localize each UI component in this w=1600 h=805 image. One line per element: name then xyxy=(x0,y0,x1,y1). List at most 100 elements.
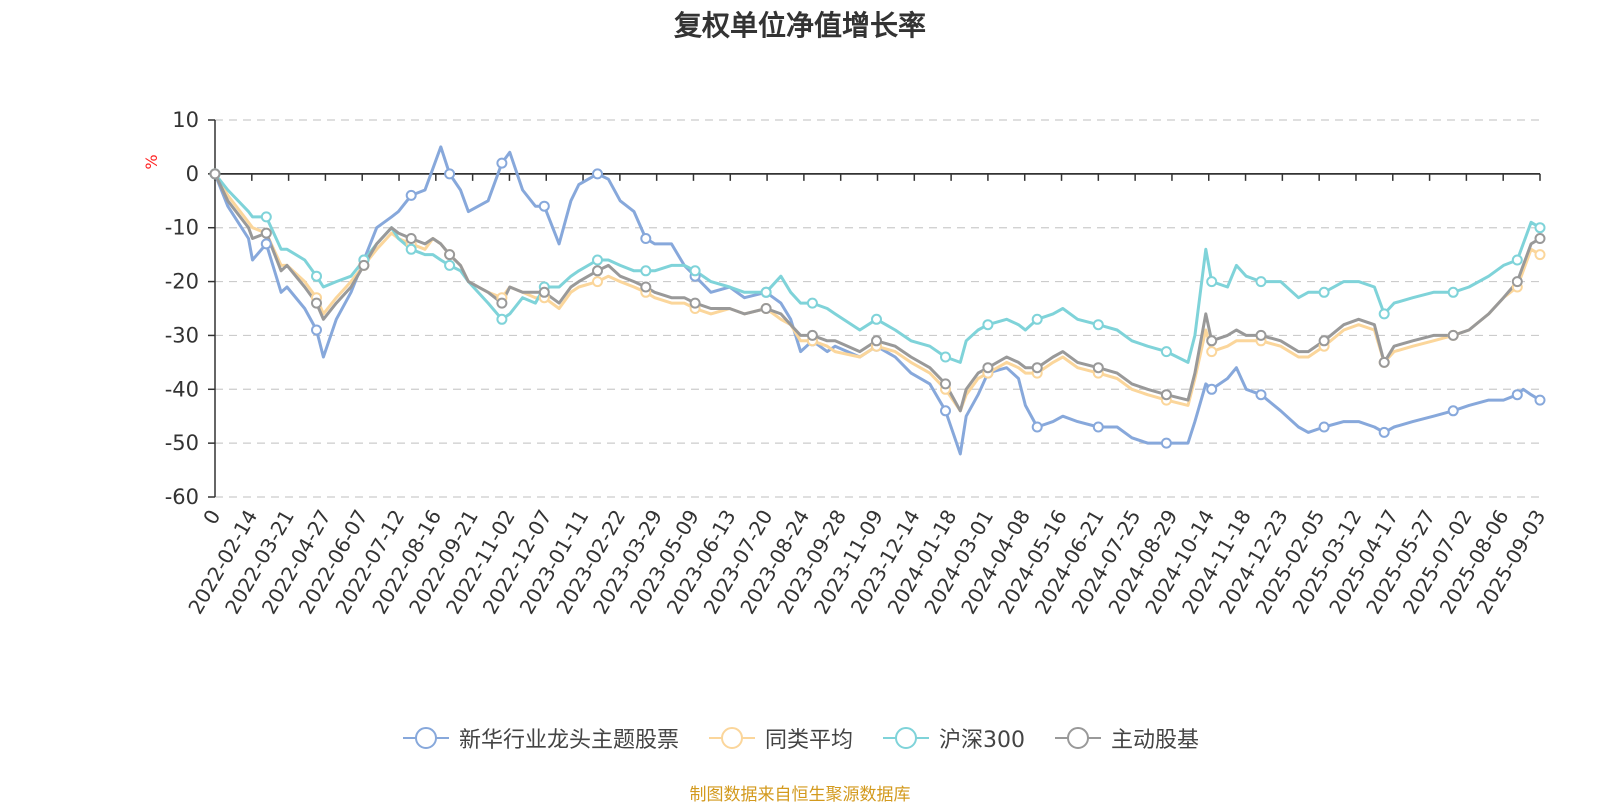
legend-item[interactable]: 沪深300 xyxy=(881,722,1025,754)
data-point xyxy=(1092,421,1104,433)
data-point xyxy=(1318,335,1330,347)
legend-label: 主动股基 xyxy=(1111,728,1200,753)
chart-legend: 新华行业龙头主题股票 同类平均 沪深300 主动股基 xyxy=(0,722,1600,754)
data-point xyxy=(1255,389,1267,401)
data-point xyxy=(444,168,456,180)
series-line xyxy=(213,173,1541,413)
y-axis-label: % xyxy=(142,154,161,169)
data-point xyxy=(1447,329,1459,341)
data-point xyxy=(1092,319,1104,331)
y-tick-label: 10 xyxy=(172,108,199,132)
data-point xyxy=(1447,286,1459,298)
data-point xyxy=(538,200,550,212)
data-point xyxy=(260,227,272,239)
legend-symbol-icon xyxy=(1055,727,1101,749)
data-point xyxy=(260,211,272,223)
legend-symbol-icon xyxy=(883,727,929,749)
data-point xyxy=(260,238,272,250)
data-point xyxy=(1511,389,1523,401)
data-point xyxy=(940,351,951,363)
data-point xyxy=(311,297,322,309)
y-tick-label: -30 xyxy=(165,323,199,347)
data-point xyxy=(640,265,652,277)
data-point xyxy=(405,233,417,244)
data-point xyxy=(640,233,652,244)
data-point xyxy=(1534,233,1546,244)
data-point xyxy=(311,324,322,336)
data-point xyxy=(592,254,603,266)
legend-label: 同类平均 xyxy=(764,728,853,753)
data-point xyxy=(1511,254,1523,266)
data-point xyxy=(1160,437,1172,449)
data-point xyxy=(496,157,508,169)
y-tick-label: -20 xyxy=(165,270,199,294)
legend-item[interactable]: 主动股基 xyxy=(1053,722,1199,754)
data-point xyxy=(358,259,370,271)
legend-item[interactable]: 同类平均 xyxy=(707,722,853,754)
data-point xyxy=(444,249,456,261)
data-point xyxy=(1447,405,1459,417)
data-point xyxy=(1031,362,1043,374)
data-source-note: 制图数据来自恒生聚源数据库 xyxy=(689,785,911,805)
data-point xyxy=(1318,286,1330,298)
data-point xyxy=(1534,222,1546,234)
y-tick-label: -50 xyxy=(165,431,199,455)
data-point xyxy=(806,329,818,341)
data-point xyxy=(640,281,652,293)
data-point xyxy=(940,378,951,390)
data-point xyxy=(538,286,550,298)
data-point xyxy=(1031,421,1043,433)
data-point xyxy=(1160,346,1172,358)
data-point xyxy=(1206,335,1218,347)
series-line xyxy=(213,173,1541,413)
data-point xyxy=(592,265,603,277)
legend-label: 新华行业龙头主题股票 xyxy=(458,728,679,753)
data-point xyxy=(871,335,882,347)
data-point xyxy=(1255,276,1267,288)
data-point xyxy=(496,313,508,325)
data-point xyxy=(689,297,701,309)
data-point xyxy=(444,259,456,271)
legend-symbol-icon xyxy=(708,727,755,749)
data-point xyxy=(592,168,603,180)
data-point xyxy=(1378,308,1390,320)
data-point xyxy=(982,362,994,374)
data-point xyxy=(1092,362,1104,374)
data-point xyxy=(806,297,818,309)
data-point xyxy=(760,286,772,298)
y-tick-label: 0 xyxy=(186,162,199,186)
x-tick-label: 0 xyxy=(198,506,225,529)
data-point xyxy=(940,405,951,417)
data-point xyxy=(1206,276,1218,288)
series-line xyxy=(213,172,1541,364)
data-point xyxy=(1160,389,1172,401)
legend-symbol-icon xyxy=(402,727,449,749)
data-point xyxy=(760,303,772,314)
data-point xyxy=(405,243,417,255)
line-chart: 100-10-20-30-40-50-60%02022-02-142022-03… xyxy=(142,108,1550,618)
legend-label: 沪深300 xyxy=(939,728,1025,753)
legend-item[interactable]: 新华行业龙头主题股票 xyxy=(401,722,679,754)
data-point xyxy=(1511,276,1523,288)
y-tick-label: -40 xyxy=(165,377,199,401)
data-point xyxy=(1206,383,1218,395)
data-point xyxy=(1206,346,1218,358)
data-point xyxy=(311,270,322,282)
chart-title: 复权单位净值增长率 xyxy=(673,9,926,42)
data-point xyxy=(871,313,882,325)
y-tick-label: -60 xyxy=(165,485,199,509)
y-tick-label: -10 xyxy=(165,216,199,240)
data-point xyxy=(405,189,417,201)
data-point xyxy=(1318,421,1330,433)
data-point xyxy=(982,319,994,331)
data-point xyxy=(1255,329,1267,341)
data-point xyxy=(1534,394,1546,406)
data-point xyxy=(1378,356,1390,368)
data-point xyxy=(1031,313,1043,325)
data-point xyxy=(209,168,221,180)
data-point xyxy=(592,276,603,288)
data-point xyxy=(1534,249,1546,261)
data-point xyxy=(496,297,508,309)
data-point xyxy=(1378,426,1390,438)
data-point xyxy=(689,265,701,277)
